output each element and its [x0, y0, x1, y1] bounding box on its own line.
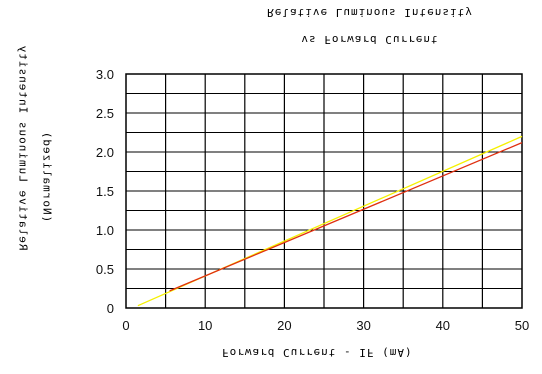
y-tick-label: 2.0	[96, 145, 114, 160]
y-tick-label: 0	[107, 301, 114, 316]
x-tick-label: 30	[356, 318, 370, 333]
x-tick-label: 0	[122, 318, 129, 333]
plot-frame	[125, 73, 523, 309]
y-tick-label: 2.5	[96, 106, 114, 121]
x-tick-label: 10	[198, 318, 212, 333]
x-tick-label: 40	[436, 318, 450, 333]
x-tick-label: 50	[515, 318, 529, 333]
y-tick-label: 3.0	[96, 67, 114, 82]
y-tick-label: 1.5	[96, 184, 114, 199]
y-tick-label: 0.5	[96, 262, 114, 277]
y-tick-label: 1.0	[96, 223, 114, 238]
x-tick-label: 20	[277, 318, 291, 333]
series-line-2	[169, 142, 523, 292]
